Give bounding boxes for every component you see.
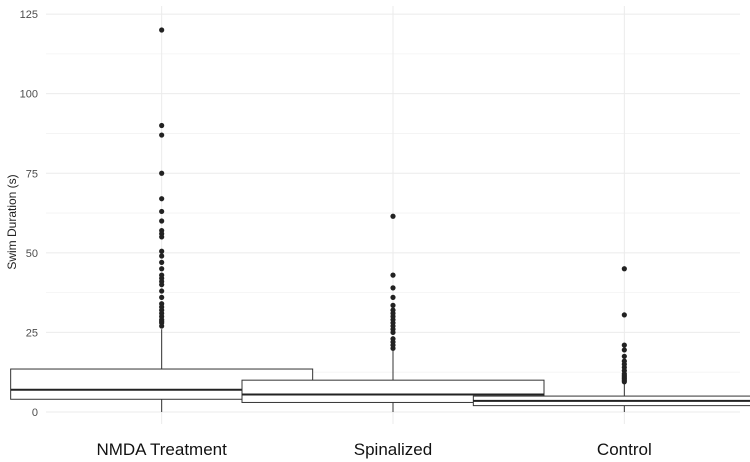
y-tick-label: 75 xyxy=(26,168,38,180)
y-tick-label: 0 xyxy=(32,407,38,419)
box-series xyxy=(10,27,750,412)
iqr-box xyxy=(241,379,545,403)
outlier-point xyxy=(159,227,165,234)
outlier-point xyxy=(159,27,165,33)
y-tick-label: 100 xyxy=(20,89,38,101)
x-tick-label: Control xyxy=(597,440,652,459)
outlier-point xyxy=(390,307,396,313)
outlier-point xyxy=(621,353,627,359)
outlier-point xyxy=(621,347,627,353)
outlier-point xyxy=(159,301,165,307)
y-tick-label: 25 xyxy=(26,327,38,339)
y-tick-label: 50 xyxy=(26,248,38,260)
x-tick-label: Spinalized xyxy=(354,440,432,459)
outlier-point xyxy=(159,294,165,300)
outlier-point xyxy=(159,132,165,138)
outlier-point xyxy=(621,312,627,318)
outlier-point xyxy=(390,272,396,278)
outlier-point xyxy=(159,208,165,215)
box-group xyxy=(472,266,750,412)
outlier-point xyxy=(159,253,165,259)
y-axis-tick-labels: 0 25 50 75 100 125 xyxy=(20,9,38,419)
box-group xyxy=(241,213,545,412)
outlier-point xyxy=(621,358,627,364)
outlier-point xyxy=(159,272,165,278)
outlier-point xyxy=(159,170,165,176)
outlier-point xyxy=(159,266,165,272)
outlier-point xyxy=(159,218,165,224)
outlier-point xyxy=(159,259,165,265)
outlier-point xyxy=(390,294,396,300)
outlier-point xyxy=(621,342,627,348)
outlier-point xyxy=(390,285,396,291)
x-axis-tick-labels: NMDA Treatment Spinalized Control xyxy=(96,440,651,459)
outlier-point xyxy=(390,302,396,308)
outlier-point xyxy=(159,248,165,254)
x-tick-label: NMDA Treatment xyxy=(96,440,227,459)
y-axis-label: Swim Duration (s) xyxy=(5,174,19,269)
outlier-point xyxy=(390,213,396,219)
outlier-point xyxy=(159,122,165,129)
y-tick-label: 125 xyxy=(20,9,38,21)
outlier-point xyxy=(159,196,165,202)
outlier-point xyxy=(159,288,165,294)
outlier-point xyxy=(390,336,396,342)
outlier-point xyxy=(621,266,627,272)
